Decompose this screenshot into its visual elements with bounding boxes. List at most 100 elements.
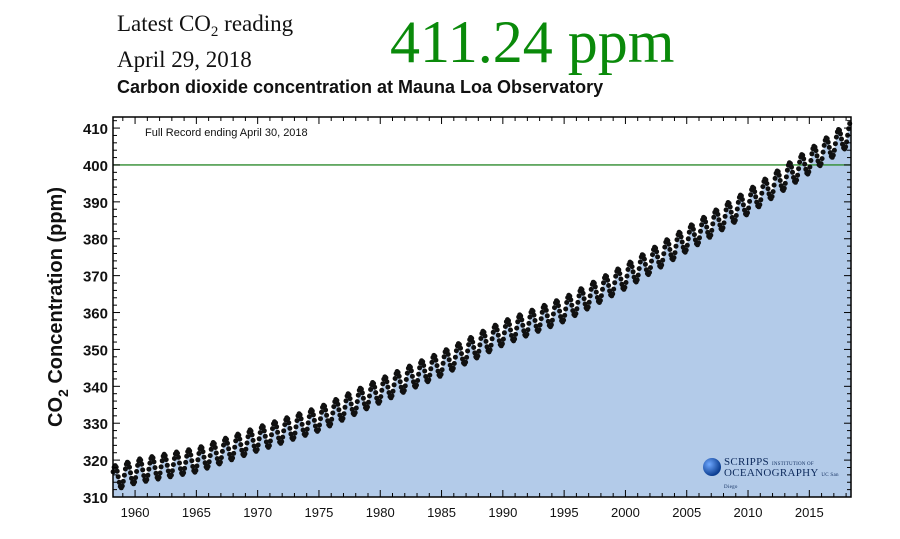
data-point [422, 368, 428, 374]
data-point [527, 314, 533, 320]
data-point [722, 213, 728, 219]
data-point [619, 281, 625, 287]
data-point [319, 409, 324, 415]
y-axis-label: CO2 Concentration (ppm) [45, 187, 71, 427]
data-point [520, 322, 526, 328]
data-point [661, 251, 667, 257]
data-point [831, 147, 837, 153]
data-point [417, 365, 423, 371]
data-point [820, 149, 826, 155]
data-point [679, 239, 685, 245]
data-point [746, 205, 752, 211]
data-point [807, 164, 813, 170]
data-point [377, 398, 383, 404]
data-point [662, 244, 668, 250]
data-point [794, 177, 800, 183]
data-point [248, 428, 254, 434]
data-point [685, 236, 691, 242]
y-tick-label: 390 [83, 195, 108, 212]
data-point [537, 322, 543, 328]
data-point [472, 350, 478, 356]
data-point [530, 308, 536, 314]
data-point [531, 312, 537, 318]
data-point [838, 131, 843, 137]
data-point [202, 460, 208, 466]
data-point [617, 271, 623, 277]
data-point [285, 416, 291, 422]
data-point [769, 194, 775, 199]
data-point [336, 407, 342, 413]
data-point [813, 148, 819, 154]
data-point [205, 463, 211, 469]
data-point [490, 329, 496, 335]
data-point [536, 327, 542, 333]
data-point [262, 433, 268, 439]
data-point [213, 450, 219, 456]
data-point [224, 436, 229, 442]
data-point [733, 213, 739, 218]
latest-suffix: reading [218, 11, 294, 36]
data-point [782, 180, 788, 186]
data-point [238, 442, 244, 448]
data-point [459, 351, 464, 357]
data-point [478, 336, 484, 341]
data-point [269, 432, 274, 438]
data-point [556, 303, 561, 309]
data-point [612, 280, 618, 286]
data-point [672, 250, 678, 256]
data-point [254, 447, 260, 453]
data-point [844, 139, 850, 145]
data-point [570, 308, 576, 314]
data-point [403, 377, 409, 382]
data-point [501, 330, 507, 336]
data-point [715, 211, 721, 217]
data-point [587, 293, 593, 299]
data-point [441, 354, 447, 360]
data-point [328, 421, 334, 427]
data-point [833, 134, 839, 140]
data-point [177, 460, 182, 466]
data-point [825, 139, 831, 145]
data-point [402, 383, 408, 389]
data-point [463, 359, 469, 365]
data-point [300, 427, 306, 433]
y-tick-label: 360 [83, 306, 108, 323]
data-point [249, 432, 255, 438]
data-point [211, 441, 217, 447]
data-point [187, 448, 193, 454]
data-point [250, 437, 256, 443]
data-point [212, 445, 218, 450]
data-point [759, 190, 765, 196]
data-point [563, 306, 569, 312]
data-point [453, 348, 459, 354]
x-tick-label: 1965 [182, 505, 211, 520]
data-point [260, 424, 266, 430]
data-point [159, 458, 165, 464]
data-point [484, 344, 490, 350]
data-point [280, 434, 286, 440]
data-point [256, 436, 262, 442]
data-point [176, 454, 181, 460]
data-point [606, 283, 612, 288]
data-point [574, 306, 580, 312]
data-point [648, 265, 653, 271]
data-point [276, 435, 282, 441]
data-point [637, 259, 643, 265]
data-point [421, 363, 427, 368]
x-tick-label: 1995 [550, 505, 579, 520]
data-point [433, 357, 439, 363]
data-point [721, 220, 727, 226]
data-point [655, 254, 661, 260]
data-point [380, 381, 386, 387]
data-point [797, 159, 803, 165]
data-point [140, 467, 146, 473]
data-point [139, 461, 145, 467]
data-point [194, 463, 200, 469]
data-point [776, 172, 782, 178]
x-tick-label: 2000 [611, 505, 640, 520]
data-point [263, 439, 269, 445]
data-point [270, 426, 275, 432]
data-point [141, 473, 147, 479]
data-point [550, 311, 556, 317]
data-point [189, 458, 195, 464]
